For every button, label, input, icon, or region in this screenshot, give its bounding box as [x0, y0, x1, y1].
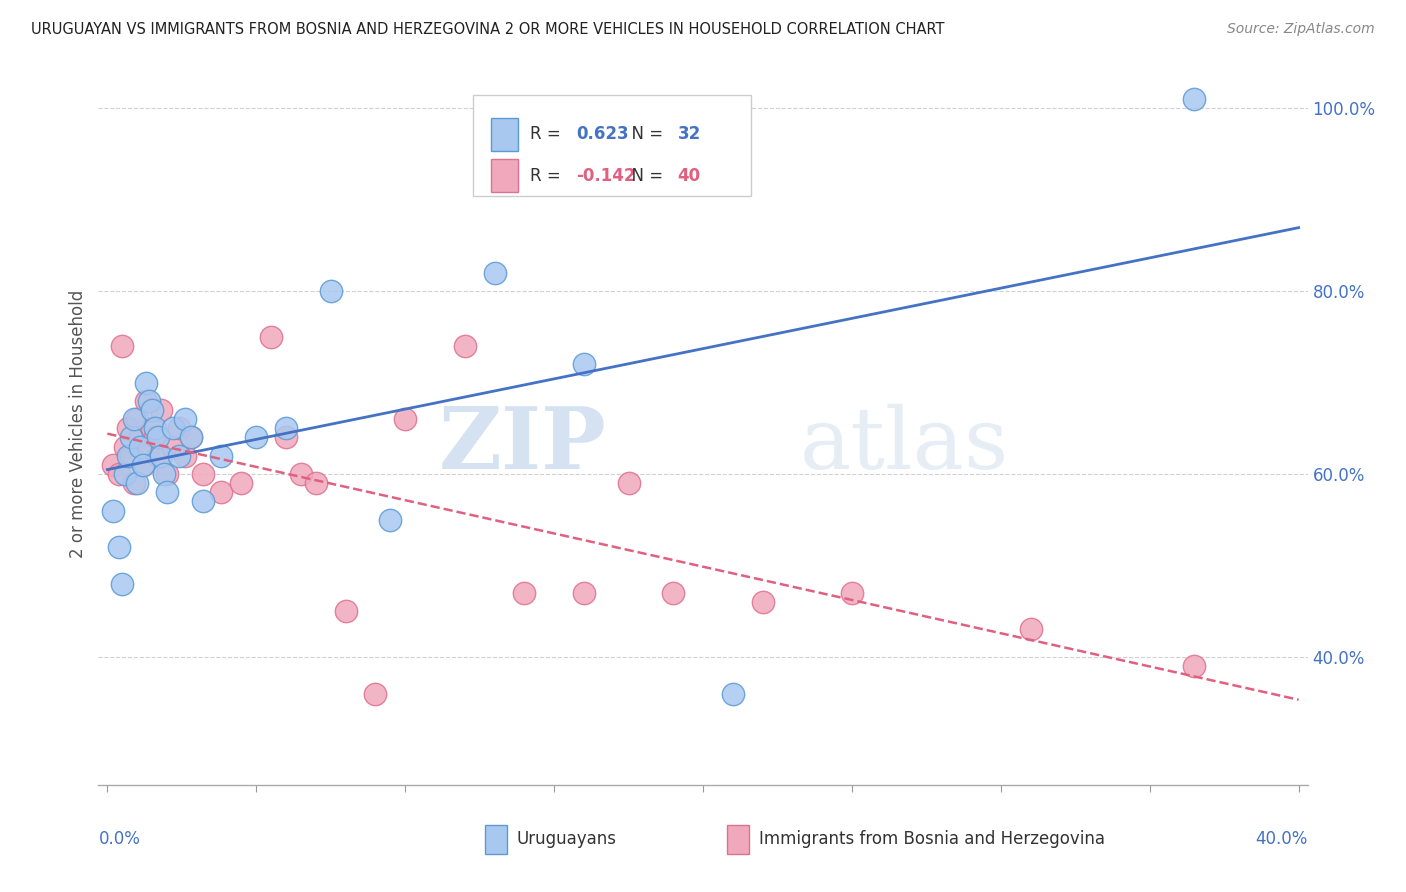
Point — [1019, 623, 1042, 637]
Point — [721, 686, 744, 700]
Text: 0.0%: 0.0% — [98, 830, 141, 848]
Point — [191, 467, 214, 481]
Bar — [485, 825, 508, 854]
Text: N =: N = — [621, 125, 668, 144]
Text: Uruguayans: Uruguayans — [517, 830, 617, 848]
Point — [191, 494, 214, 508]
Point — [167, 449, 190, 463]
Point — [209, 449, 232, 463]
Point — [335, 604, 357, 618]
Point — [132, 458, 155, 472]
Point — [572, 586, 595, 600]
Point — [209, 485, 232, 500]
Y-axis label: 2 or more Vehicles in Household: 2 or more Vehicles in Household — [69, 290, 87, 558]
Point — [120, 430, 142, 444]
Point — [156, 467, 179, 481]
Point — [143, 430, 166, 444]
Point — [173, 449, 195, 463]
Text: ZIP: ZIP — [439, 403, 606, 487]
Point — [180, 430, 202, 444]
Point — [138, 440, 160, 454]
Text: R =: R = — [530, 167, 567, 185]
Point — [127, 412, 149, 426]
Bar — [727, 825, 749, 854]
Point — [260, 330, 283, 344]
Point — [662, 586, 685, 600]
Bar — [492, 118, 517, 151]
Text: atlas: atlas — [800, 404, 1010, 487]
Text: -0.142: -0.142 — [576, 167, 636, 185]
Point — [167, 421, 190, 435]
Point — [129, 430, 152, 444]
Text: R =: R = — [530, 125, 567, 144]
Point — [117, 449, 139, 463]
Point — [122, 476, 145, 491]
Point — [1184, 92, 1206, 106]
Point — [162, 440, 184, 454]
Text: 0.623: 0.623 — [576, 125, 628, 144]
Text: Source: ZipAtlas.com: Source: ZipAtlas.com — [1227, 22, 1375, 37]
Point — [380, 513, 402, 527]
Point — [149, 403, 172, 417]
Point — [454, 339, 477, 353]
Bar — [492, 160, 517, 192]
Point — [484, 266, 506, 280]
Point — [841, 586, 863, 600]
Point — [108, 540, 131, 554]
Point — [305, 476, 328, 491]
Point — [274, 430, 297, 444]
Text: N =: N = — [621, 167, 668, 185]
Point — [127, 476, 149, 491]
FancyBboxPatch shape — [474, 95, 751, 196]
Point — [274, 421, 297, 435]
Point — [117, 421, 139, 435]
Point — [572, 357, 595, 371]
Point — [132, 458, 155, 472]
Point — [173, 412, 195, 426]
Point — [141, 421, 163, 435]
Point — [394, 412, 416, 426]
Text: 40: 40 — [678, 167, 700, 185]
Text: URUGUAYAN VS IMMIGRANTS FROM BOSNIA AND HERZEGOVINA 2 OR MORE VEHICLES IN HOUSEH: URUGUAYAN VS IMMIGRANTS FROM BOSNIA AND … — [31, 22, 945, 37]
Point — [143, 421, 166, 435]
Point — [129, 440, 152, 454]
Point — [245, 430, 267, 444]
Point — [141, 403, 163, 417]
Point — [111, 339, 134, 353]
Point — [751, 595, 773, 609]
Point — [364, 686, 387, 700]
Point — [290, 467, 312, 481]
Point — [108, 467, 131, 481]
Point — [122, 412, 145, 426]
Point — [156, 485, 179, 500]
Point — [231, 476, 253, 491]
Point — [162, 421, 184, 435]
Text: 32: 32 — [678, 125, 700, 144]
Point — [103, 458, 125, 472]
Point — [138, 393, 160, 408]
Text: 40.0%: 40.0% — [1256, 830, 1308, 848]
Point — [1184, 659, 1206, 673]
Point — [180, 430, 202, 444]
Point — [114, 467, 136, 481]
Point — [135, 393, 157, 408]
Point — [513, 586, 536, 600]
Point — [135, 376, 157, 390]
Point — [114, 440, 136, 454]
Point — [319, 284, 342, 298]
Point — [103, 503, 125, 517]
Point — [146, 430, 169, 444]
Text: Immigrants from Bosnia and Herzegovina: Immigrants from Bosnia and Herzegovina — [759, 830, 1105, 848]
Point — [146, 449, 169, 463]
Point — [149, 449, 172, 463]
Point — [617, 476, 640, 491]
Point — [111, 576, 134, 591]
Point — [153, 467, 176, 481]
Point — [120, 449, 142, 463]
